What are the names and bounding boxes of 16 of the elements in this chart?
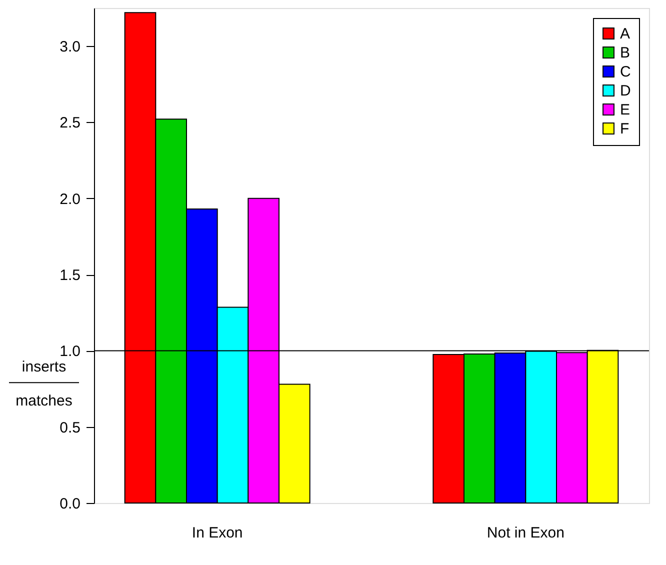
y-tick-label: 3.0 bbox=[60, 38, 80, 56]
x-tick-label: In Exon bbox=[192, 524, 243, 542]
y-tick-label: 1.5 bbox=[60, 267, 80, 284]
y-tick-label: 2.5 bbox=[60, 114, 80, 132]
y-tick-label: 0.5 bbox=[60, 419, 80, 436]
legend-label: A bbox=[620, 26, 630, 42]
legend-label: D bbox=[620, 82, 631, 100]
legend-label: E bbox=[620, 102, 630, 118]
y-axis-title: inserts matches bbox=[16, 358, 72, 410]
x-tick-label: Not in Exon bbox=[486, 524, 564, 542]
y-tick-label: 1.0 bbox=[60, 343, 80, 360]
y-tick-label: 0.0 bbox=[60, 496, 80, 512]
y-tick-label: 2.0 bbox=[60, 190, 80, 208]
legend-label: B bbox=[620, 44, 630, 62]
legend-label: F bbox=[620, 120, 630, 138]
legend-label: C bbox=[620, 64, 631, 80]
